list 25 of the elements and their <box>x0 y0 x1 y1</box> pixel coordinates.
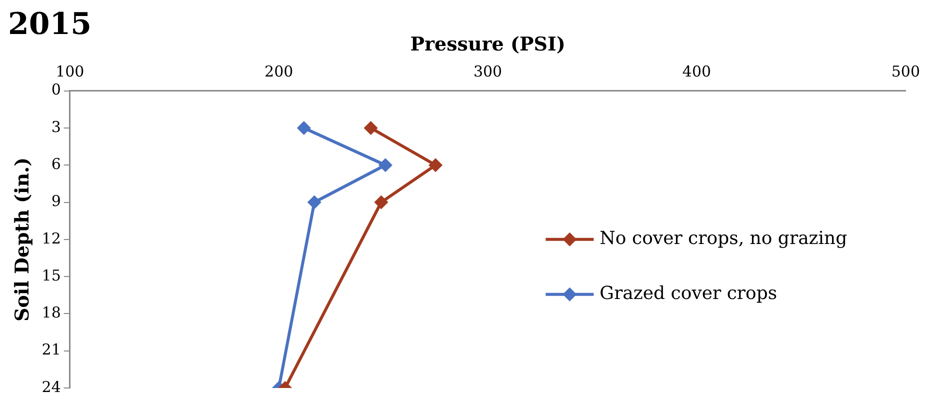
y-tick-label: 18 <box>42 304 61 322</box>
point <box>378 158 392 172</box>
chart-title: 2015 <box>8 6 92 42</box>
point <box>374 195 388 210</box>
y-axis-title: Soil Depth (in.) <box>11 157 34 322</box>
x-tick-label: 300 <box>473 62 502 81</box>
y-tick-label: 15 <box>42 266 61 284</box>
y-tick-label: 24 <box>42 378 61 396</box>
x-tick-label: 200 <box>264 62 294 81</box>
y-tick-label: 3 <box>51 118 61 136</box>
y-tick-label: 6 <box>51 154 61 173</box>
point <box>307 195 322 210</box>
point <box>364 120 378 135</box>
y-tick-label: 0 <box>51 80 61 99</box>
y-tick-label: 12 <box>42 229 61 248</box>
point <box>296 120 311 135</box>
x-tick-label: 500 <box>891 62 920 81</box>
x-tick-label: 100 <box>56 62 84 81</box>
legend-label: Grazed cover crops <box>600 283 778 304</box>
x-tick-label: 400 <box>682 62 712 81</box>
x-axis-title: Pressure (PSI) <box>410 33 566 56</box>
legend-label: No cover crops, no grazing <box>600 228 848 250</box>
point <box>428 158 443 172</box>
y-tick-label: 9 <box>51 192 61 210</box>
y-tick-label: 21 <box>42 340 61 359</box>
